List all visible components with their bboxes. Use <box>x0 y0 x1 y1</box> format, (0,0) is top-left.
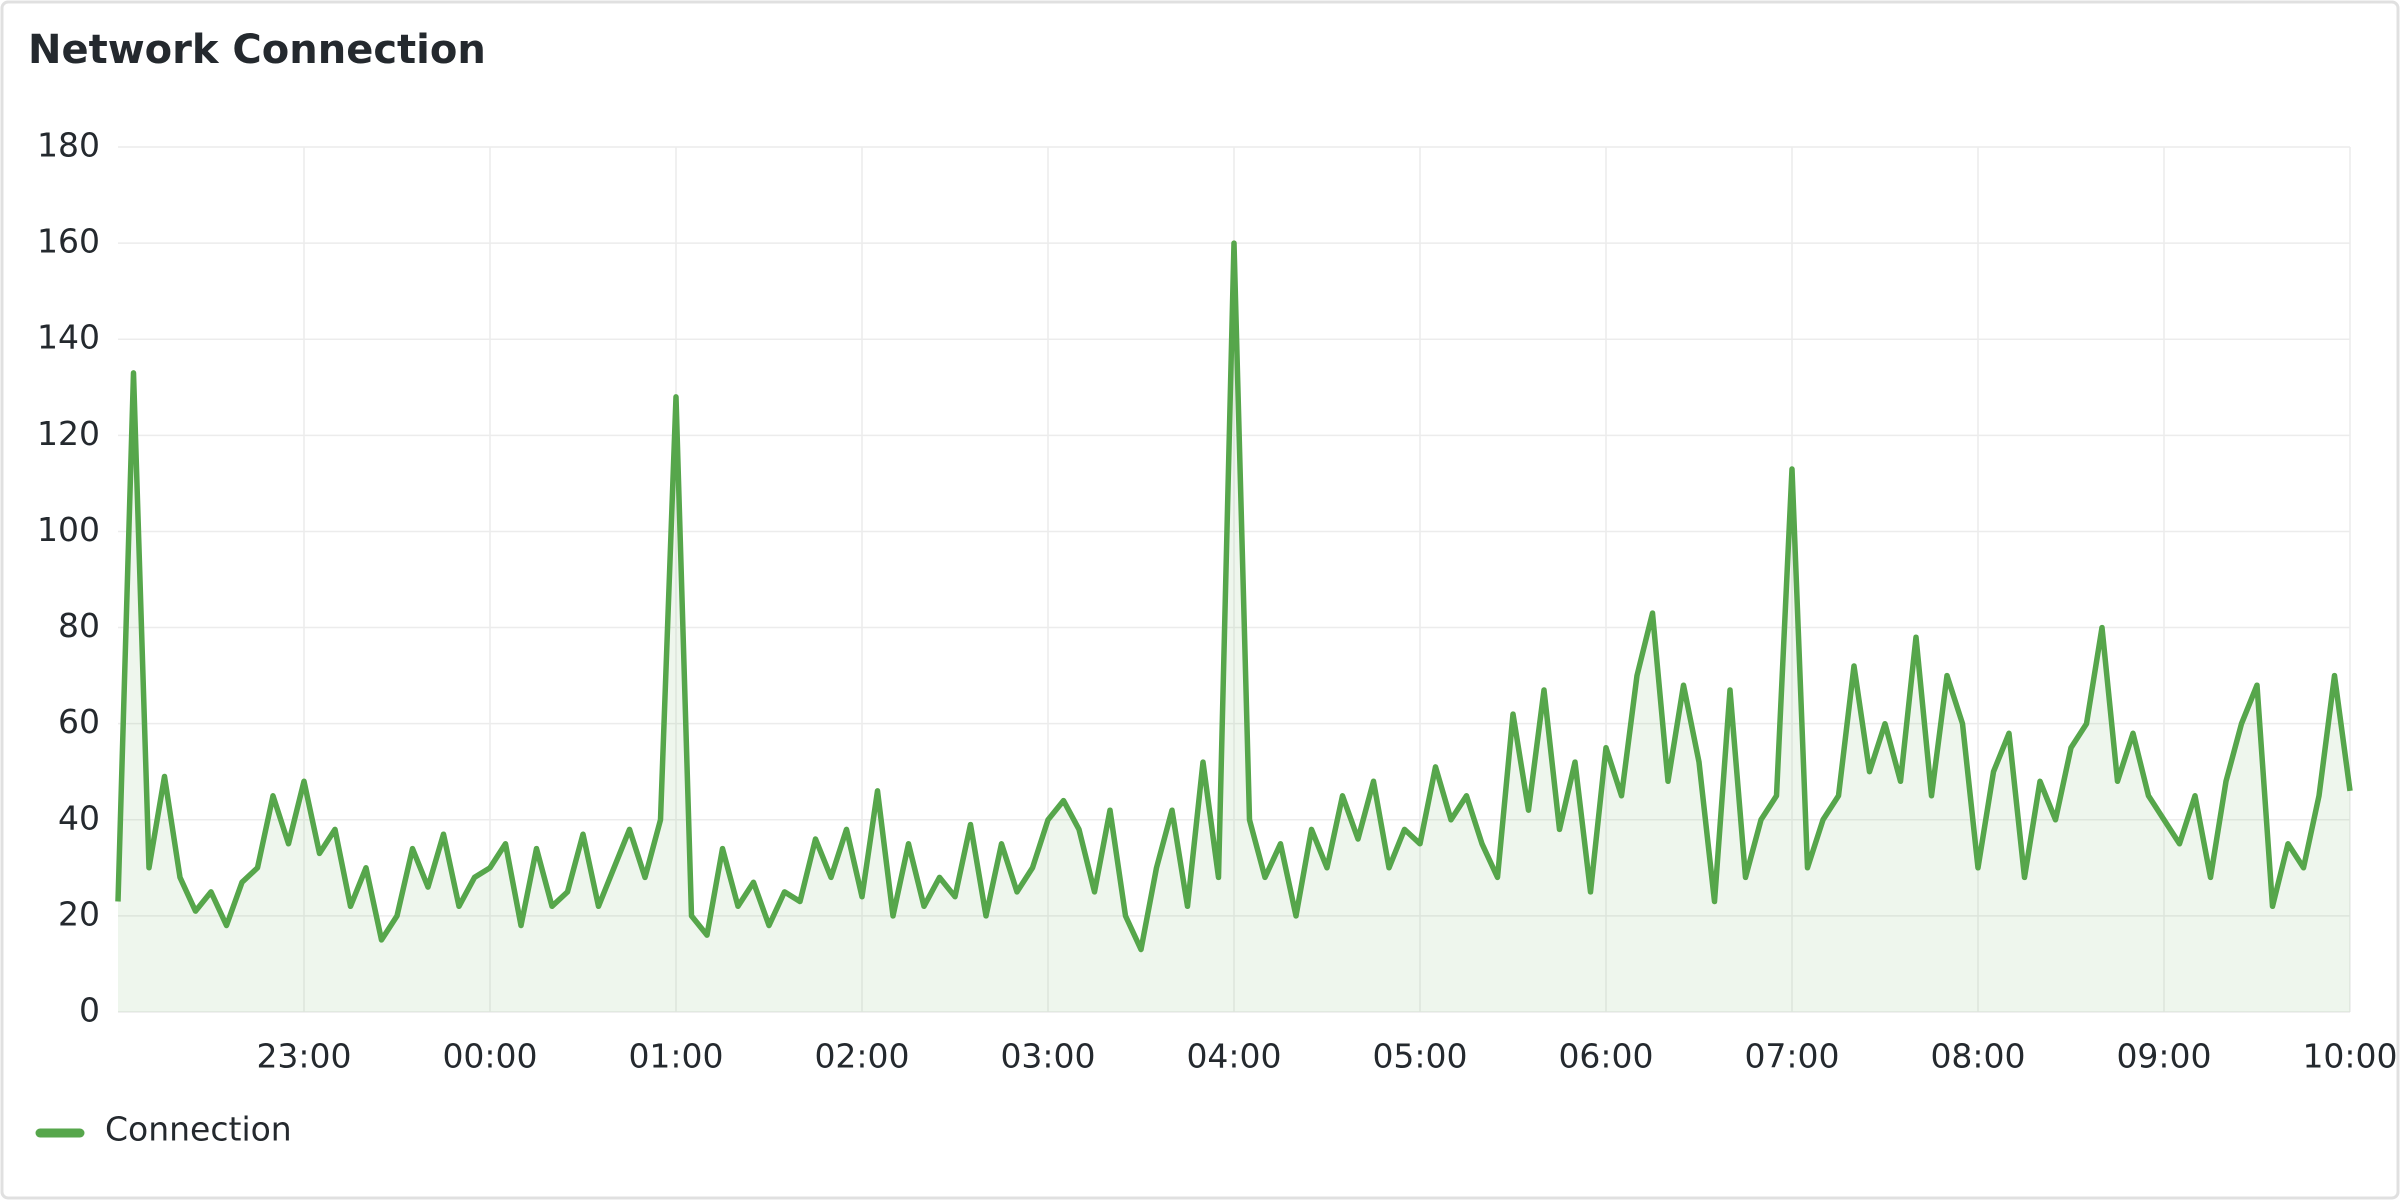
x-tick-label: 04:00 <box>1186 1037 1281 1076</box>
x-tick-label: 07:00 <box>1744 1037 1839 1076</box>
x-tick-label: 23:00 <box>256 1037 351 1076</box>
x-tick-label: 02:00 <box>814 1037 909 1076</box>
y-tick-label: 100 <box>37 510 100 549</box>
y-tick-label: 120 <box>37 414 100 453</box>
x-tick-label: 05:00 <box>1372 1037 1467 1076</box>
x-tick-label: 00:00 <box>442 1037 537 1076</box>
y-tick-label: 80 <box>58 606 100 645</box>
x-tick-label: 06:00 <box>1558 1037 1653 1076</box>
series-line <box>115 240 2353 953</box>
y-tick-label: 20 <box>58 894 100 933</box>
y-tick-label: 180 <box>37 126 100 165</box>
y-tick-label: 60 <box>58 702 100 741</box>
x-tick-label: 10:00 <box>2302 1037 2397 1076</box>
y-tick-label: 140 <box>37 318 100 357</box>
x-tick-label: 09:00 <box>2116 1037 2211 1076</box>
x-tick-label: 01:00 <box>628 1037 723 1076</box>
panel-title: Network Connection <box>28 27 486 73</box>
x-tick-label: 08:00 <box>1930 1037 2025 1076</box>
y-tick-label: 0 <box>79 991 100 1030</box>
y-tick-label: 40 <box>58 798 100 837</box>
legend-label: Connection <box>105 1110 292 1149</box>
y-tick-label: 160 <box>37 222 100 261</box>
x-tick-label: 03:00 <box>1000 1037 1095 1076</box>
